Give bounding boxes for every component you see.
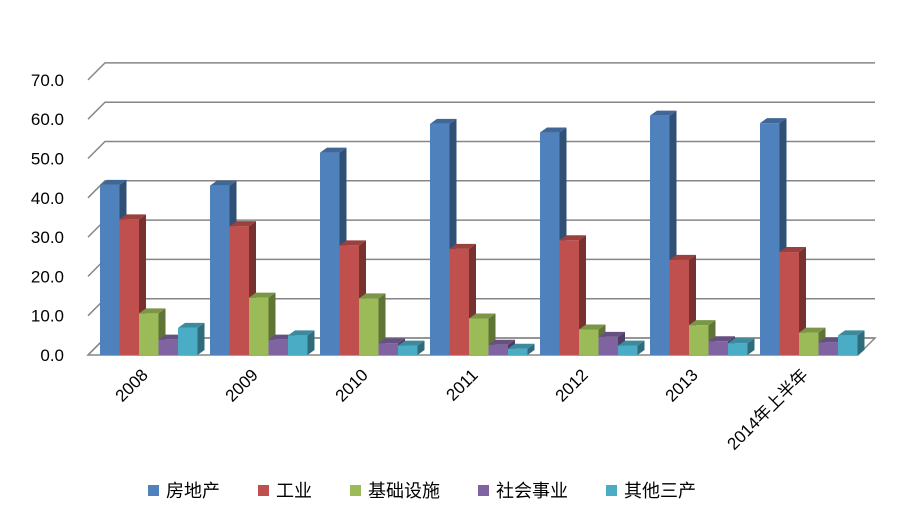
x-tick-label: 2012 [552, 365, 592, 405]
legend-item: 社会事业 [478, 477, 568, 503]
bar [728, 338, 755, 355]
bar [559, 235, 586, 355]
legend-label: 社会事业 [496, 481, 568, 502]
y-tick-label: 70.0 [31, 71, 64, 90]
legend: 房地产 工业 基础设施 社会事业 其他三产 [148, 478, 734, 502]
bar [618, 340, 645, 355]
bar [838, 330, 865, 355]
legend-item: 其他三产 [606, 477, 696, 503]
gridline [87, 297, 875, 317]
legend-label: 其他三产 [624, 481, 696, 502]
gridline [87, 258, 875, 277]
y-tick-label: 30.0 [31, 228, 64, 247]
x-tick-label: 2013 [662, 365, 702, 405]
bar [398, 340, 425, 355]
legend-swatch [606, 484, 617, 496]
gridline [87, 180, 875, 199]
bar [178, 322, 205, 355]
legend-swatch [148, 484, 159, 496]
y-tick-label: 0.0 [40, 346, 64, 365]
x-tick-label: 2008 [112, 365, 152, 405]
x-tick-label: 2010 [332, 365, 372, 405]
y-tick-label: 40.0 [31, 189, 64, 208]
bar [288, 330, 315, 355]
legend-item: 工业 [258, 477, 312, 503]
legend-swatch [350, 484, 361, 496]
legend-label: 工业 [276, 481, 312, 502]
bars [100, 110, 865, 356]
y-tick-label: 60.0 [31, 110, 64, 129]
gridlines [86, 62, 877, 356]
legend-swatch [258, 484, 269, 496]
gridline [87, 62, 875, 81]
y-tick-label: 20.0 [31, 267, 64, 286]
x-tick-label: 2009 [222, 365, 262, 405]
gridline [87, 140, 875, 160]
y-tick-label: 50.0 [31, 150, 64, 169]
legend-label: 基础设施 [368, 481, 440, 502]
legend-item: 基础设施 [350, 477, 440, 503]
y-axis-tick-labels: 0.0 10.0 20.0 30.0 40.0 50.0 60.0 70.0 [31, 71, 64, 365]
y-tick-label: 10.0 [31, 307, 64, 326]
legend-label: 房地产 [166, 481, 220, 502]
x-tick-label: 2014年上半年 [724, 365, 812, 453]
legend-item: 房地产 [148, 477, 220, 503]
x-axis-tick-labels: 2008 2009 2010 2011 2012 2013 2014年上半年 [112, 365, 812, 453]
bar [779, 247, 806, 355]
gridline [87, 219, 875, 238]
gridline [87, 101, 875, 120]
legend-swatch [478, 484, 489, 496]
bar [508, 343, 535, 355]
bar [669, 254, 696, 355]
x-tick-label: 2011 [443, 365, 482, 404]
